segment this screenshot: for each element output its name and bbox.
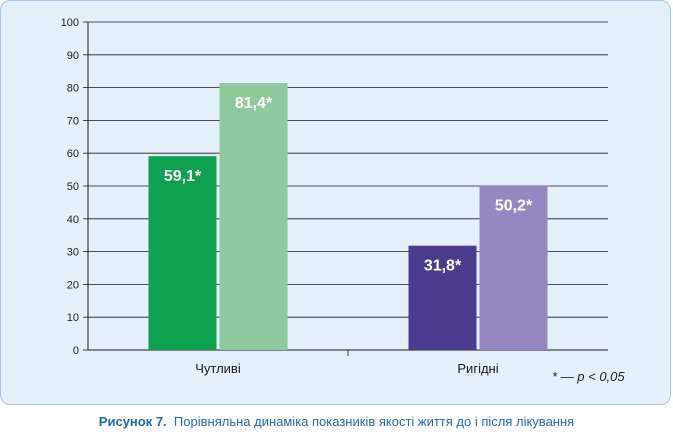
figure-caption-label: Рисунок 7. xyxy=(98,414,167,429)
y-tick-label: 0 xyxy=(73,345,79,357)
bar-chart: 0 10 20 30 40 50 60 70 80 90 100 59,1* 81,4* Чутливі 3… xyxy=(61,17,608,376)
y-tick-label: 60 xyxy=(67,148,79,160)
y-tick-label: 30 xyxy=(67,247,79,259)
bar-value-label: 81,4* xyxy=(235,95,273,112)
chart-panel xyxy=(0,0,671,405)
figure-caption-text: Порівняльна динаміка показників якості ж… xyxy=(173,414,575,429)
bar xyxy=(408,245,477,350)
bar-value-label: 50,2* xyxy=(495,197,533,214)
y-tick-label: 50 xyxy=(67,181,79,193)
y-tick-label: 10 xyxy=(67,312,79,324)
category-label: Чутливі xyxy=(195,361,241,376)
y-tick-label: 40 xyxy=(67,214,79,226)
bar-value-label: 31,8* xyxy=(424,258,462,275)
y-tick-label: 70 xyxy=(67,115,79,127)
significance-note: * — p < 0,05 xyxy=(552,369,625,384)
y-tick-label: 80 xyxy=(67,83,79,95)
category-label: Ригідні xyxy=(457,361,498,376)
y-tick-label: 90 xyxy=(67,50,79,62)
figure-caption: Рисунок 7. Порівняльна динаміка показник… xyxy=(0,414,673,429)
bar-value-label: 59,1* xyxy=(164,168,202,185)
bar xyxy=(219,83,288,351)
y-tick-label: 100 xyxy=(61,17,79,29)
bar xyxy=(479,185,548,350)
y-tick-label: 20 xyxy=(67,279,79,291)
bar xyxy=(148,156,217,350)
